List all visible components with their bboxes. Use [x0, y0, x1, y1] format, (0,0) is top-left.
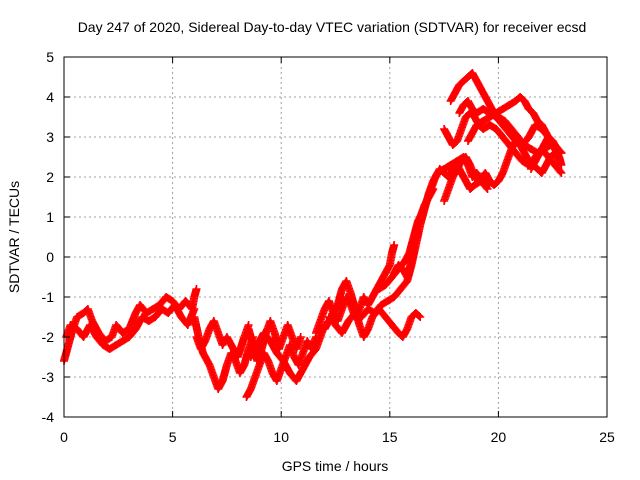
y-tick-label: 4 — [46, 89, 54, 105]
data-point-marker — [190, 305, 199, 313]
data-point-marker — [296, 333, 305, 341]
y-tick-label: 2 — [46, 169, 54, 185]
y-tick-label: 5 — [46, 49, 54, 65]
x-tick-label: 15 — [382, 429, 398, 445]
x-tick-label: 0 — [60, 429, 68, 445]
plot-frame — [63, 56, 608, 418]
y-axis-label: SDTVAR / TECUs — [6, 181, 22, 293]
data-point-marker — [416, 313, 425, 321]
data-point-marker — [192, 285, 201, 293]
grid — [64, 57, 607, 417]
chart-title: Day 247 of 2020, Sidereal Day-to-day VTE… — [78, 19, 587, 35]
y-tick-label: 0 — [46, 249, 54, 265]
data-point-marker — [415, 312, 424, 320]
data-point-marker — [557, 149, 566, 157]
data-point-marker — [429, 185, 438, 193]
y-tick-label: 1 — [46, 209, 54, 225]
y-axis-ticks: -4 -3 -2 -1 0 1 2 3 4 5 — [42, 49, 607, 425]
y-tick-label: -4 — [42, 409, 55, 425]
x-axis-ticks: 0 5 10 15 20 25 — [60, 57, 615, 445]
data-point-marker — [482, 183, 491, 192]
x-tick-label: 10 — [273, 429, 289, 445]
data-point-marker — [556, 167, 565, 176]
x-tick-label: 25 — [599, 429, 615, 445]
y-tick-label: -1 — [42, 289, 55, 305]
data-point-marker — [390, 241, 399, 249]
x-tick-label: 5 — [169, 429, 177, 445]
y-tick-label: 3 — [46, 129, 54, 145]
data-points — [60, 69, 566, 401]
x-tick-label: 20 — [491, 429, 507, 445]
data-point-marker — [557, 169, 566, 177]
x-axis-label: GPS time / hours — [282, 458, 389, 474]
data-point-marker — [556, 148, 565, 156]
y-tick-label: -3 — [42, 369, 55, 385]
y-tick-label: -2 — [42, 329, 55, 345]
data-point-marker — [483, 185, 492, 193]
